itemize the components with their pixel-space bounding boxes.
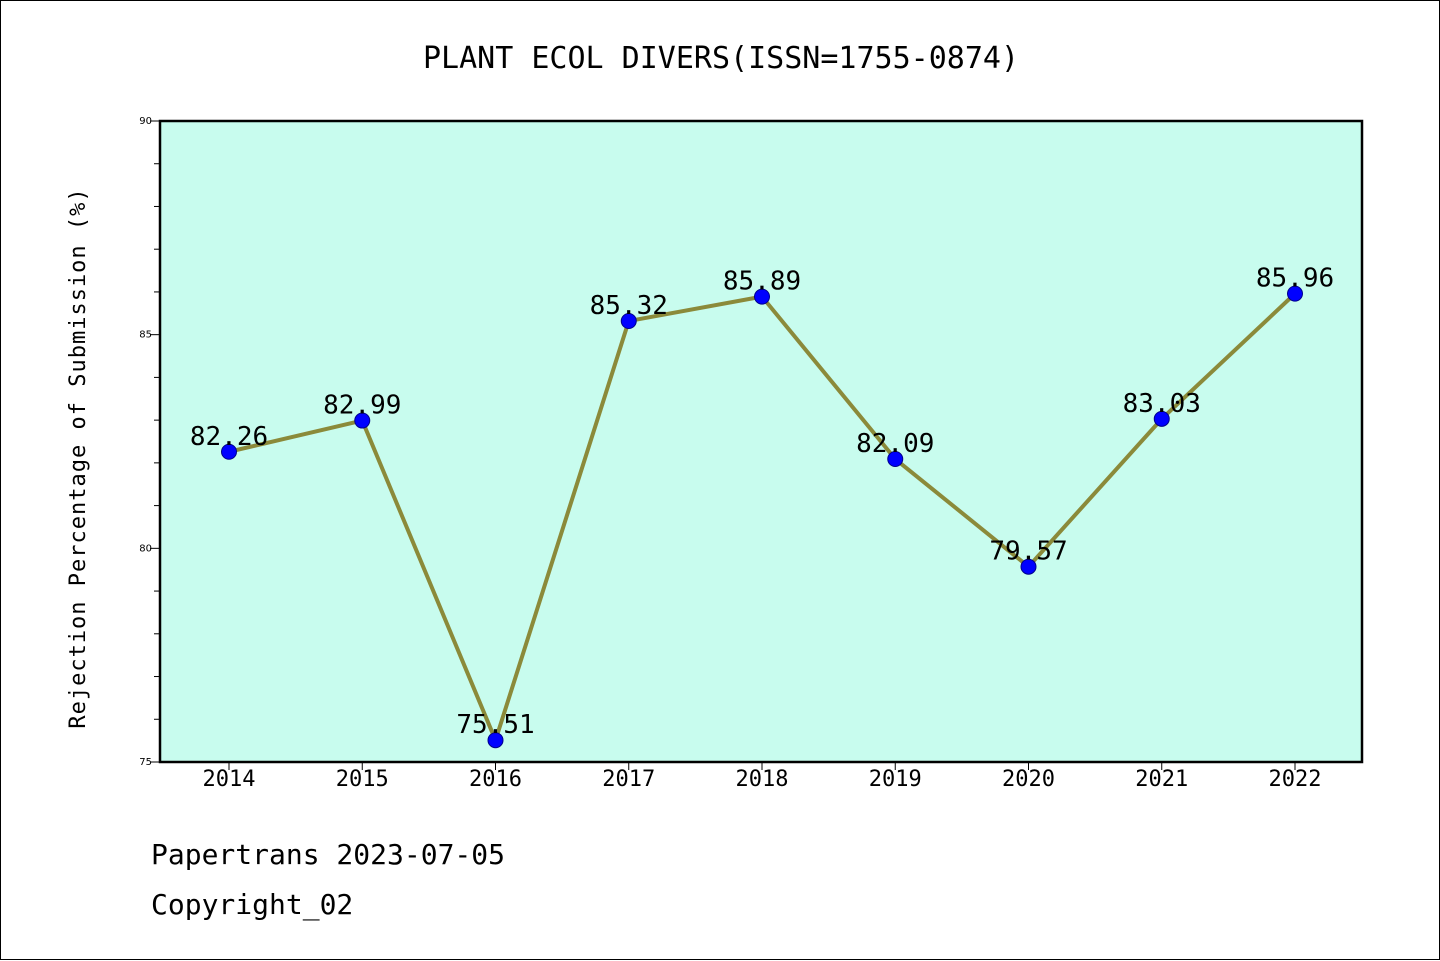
x-axis: 2014 2015 2016 2017 2018 2019 2020 2021 2022 xyxy=(203,762,1322,792)
y-tick-label: 90 xyxy=(139,116,152,127)
plot-border xyxy=(158,119,1364,764)
data-point xyxy=(620,312,637,329)
y-tick-label: 85 xyxy=(139,330,152,341)
x-tick-label: 2021 xyxy=(1135,767,1188,792)
data-label: 83.03 xyxy=(1123,389,1201,419)
y-tick-label: 80 xyxy=(139,543,152,554)
data-label: 85.96 xyxy=(1256,264,1334,294)
x-tick-label: 2016 xyxy=(469,767,522,792)
y-tick-label: 75 xyxy=(139,757,152,768)
x-tick-label: 2017 xyxy=(602,767,655,792)
data-label: 75.51 xyxy=(456,710,534,740)
data-point xyxy=(1020,558,1037,575)
data-point xyxy=(221,443,237,460)
data-label: 82.99 xyxy=(323,391,401,421)
x-tick-label: 2020 xyxy=(1002,767,1055,792)
data-label: 85.32 xyxy=(590,291,668,321)
footer-date: Papertrans 2023-07-05 xyxy=(151,838,505,871)
data-label: 82.09 xyxy=(856,429,934,459)
data-point xyxy=(354,412,371,429)
data-label: 79.57 xyxy=(989,537,1067,567)
data-point xyxy=(754,288,770,305)
data-point xyxy=(1287,285,1303,302)
x-tick-label: 2015 xyxy=(336,767,389,792)
data-label: 85.89 xyxy=(723,267,801,297)
x-tick-label: 2019 xyxy=(869,767,922,792)
plot-area xyxy=(160,121,1362,762)
x-tick-label: 2018 xyxy=(736,767,789,792)
footer-copyright: Copyright_02 xyxy=(151,888,353,922)
series-markers xyxy=(221,285,1303,749)
chart-title: PLANT ECOL DIVERS(ISSN=1755-0874) xyxy=(423,41,1019,76)
x-tick-label: 2014 xyxy=(203,767,256,792)
data-label: 82.26 xyxy=(190,422,268,452)
data-point xyxy=(1153,410,1170,427)
data-labels: 82.26 82.99 75.51 85.32 85.89 82.09 79.57 83.03… xyxy=(190,264,1334,741)
y-axis-label: Rejection Percentage of Submission (%) xyxy=(66,187,91,728)
data-point xyxy=(487,732,504,749)
y-axis: 75 80 85 90 xyxy=(139,116,160,768)
x-tick-label: 2022 xyxy=(1269,767,1322,792)
data-point xyxy=(887,451,904,468)
